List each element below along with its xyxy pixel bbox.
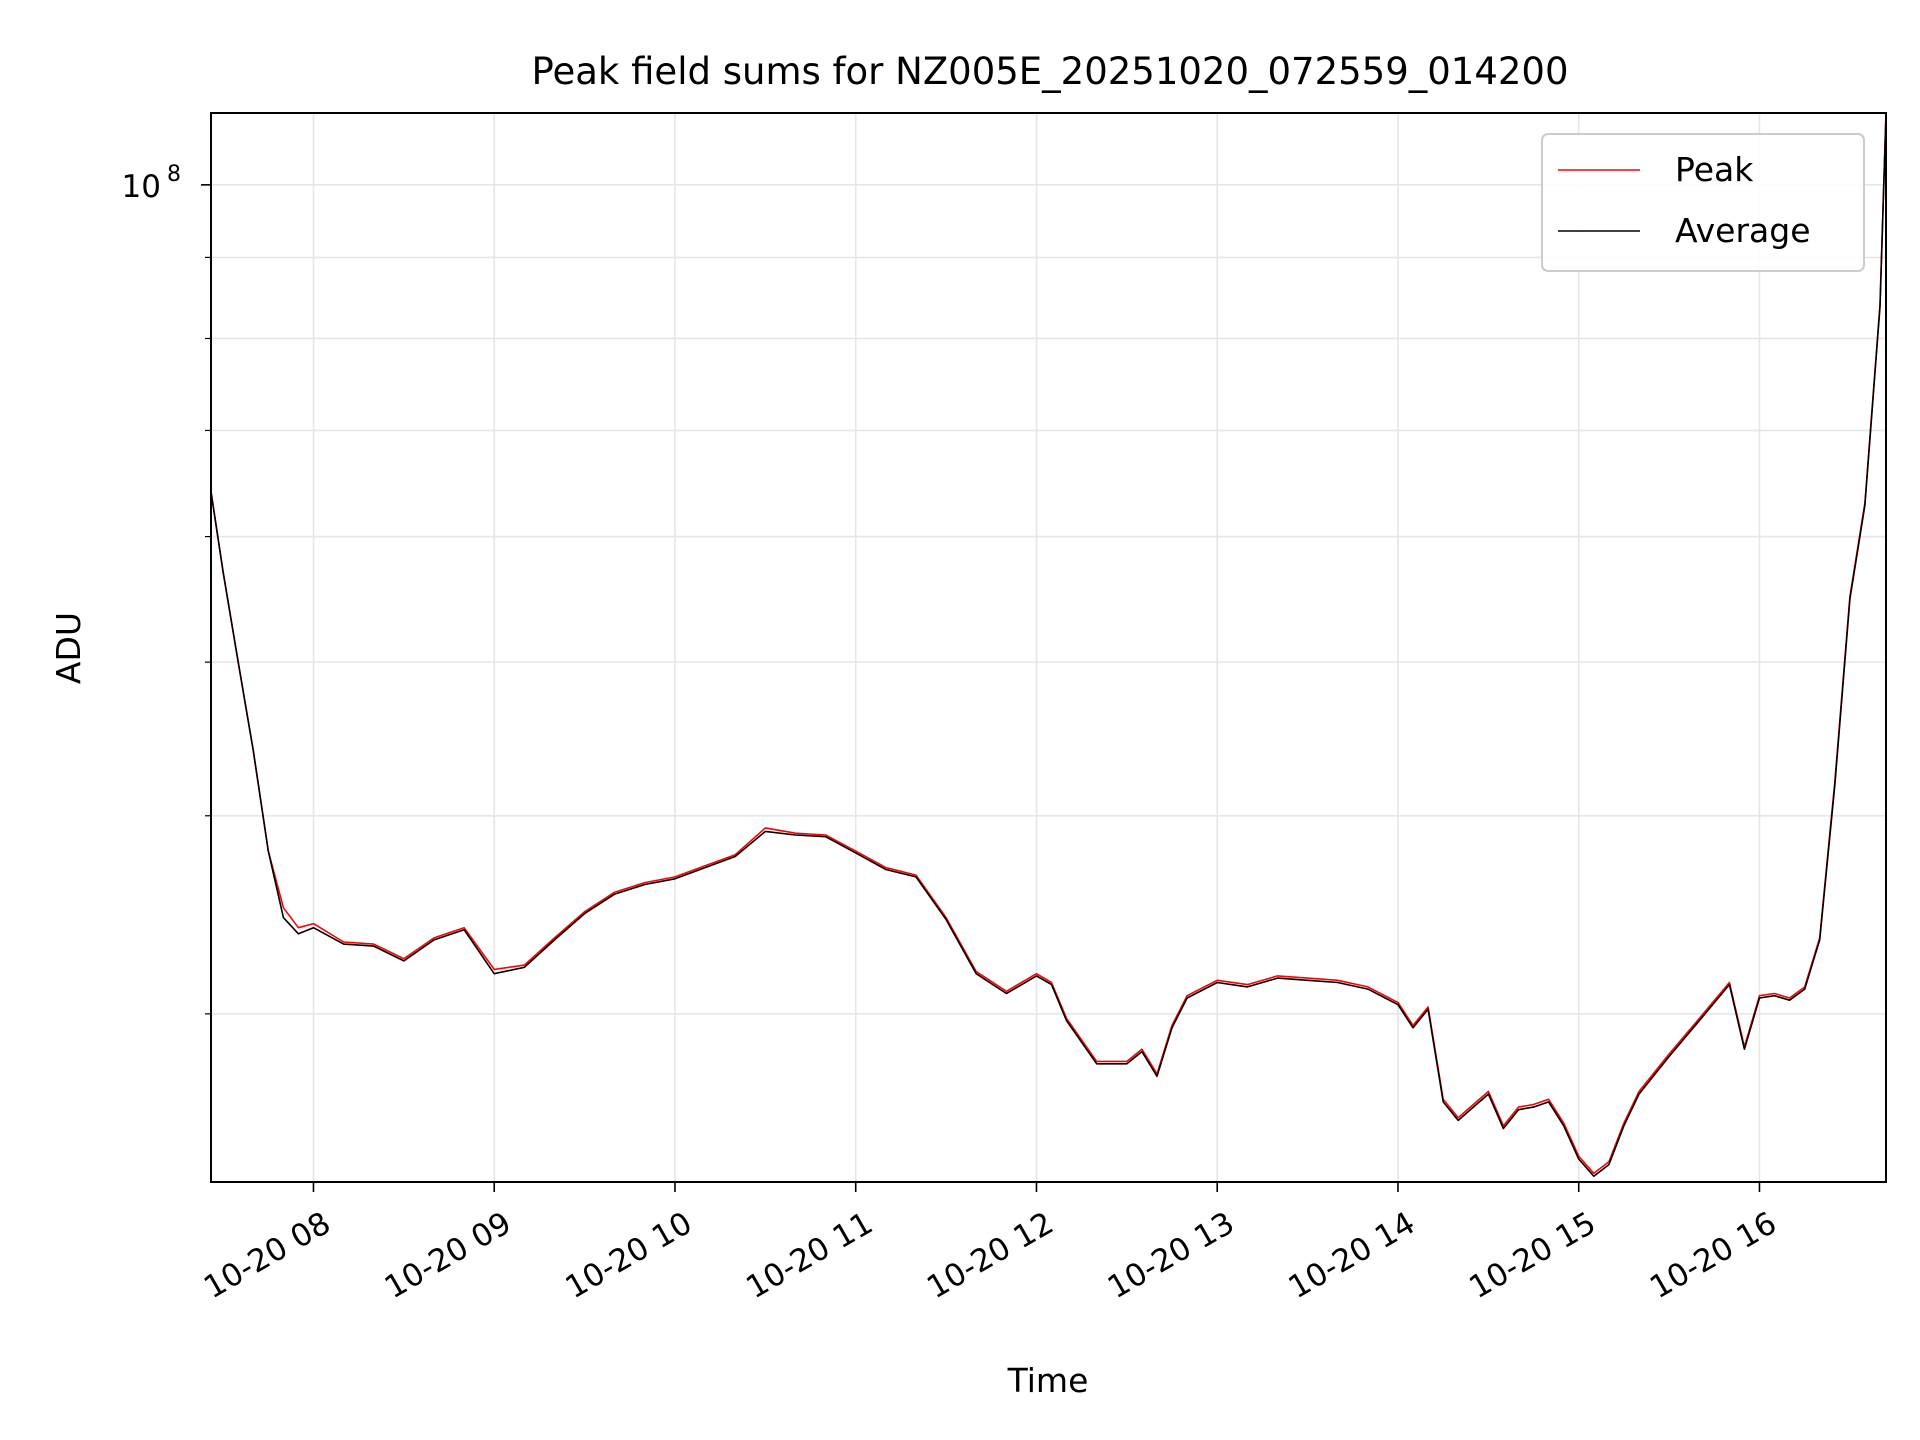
y-axis: 10 8 <box>122 162 211 1015</box>
legend-label-average: Average <box>1675 211 1811 250</box>
legend-label-peak: Peak <box>1675 150 1754 189</box>
y-axis-label: ADU <box>49 612 88 684</box>
axes-frame <box>210 112 1887 1183</box>
grid <box>211 113 1886 1182</box>
series-line-average <box>210 114 1887 1177</box>
legend-box <box>1541 133 1865 272</box>
y-tick-label-exponent: 8 <box>167 162 181 187</box>
x-axis-label: Time <box>1007 1361 1089 1400</box>
series-line-peak <box>210 112 1887 1175</box>
legend: Peak Average <box>1541 133 1865 272</box>
y-tick-label: 10 <box>122 169 161 205</box>
plot-area <box>210 112 1887 1177</box>
chart-title: Peak field sums for NZ005E_20251020_0725… <box>532 50 1569 93</box>
